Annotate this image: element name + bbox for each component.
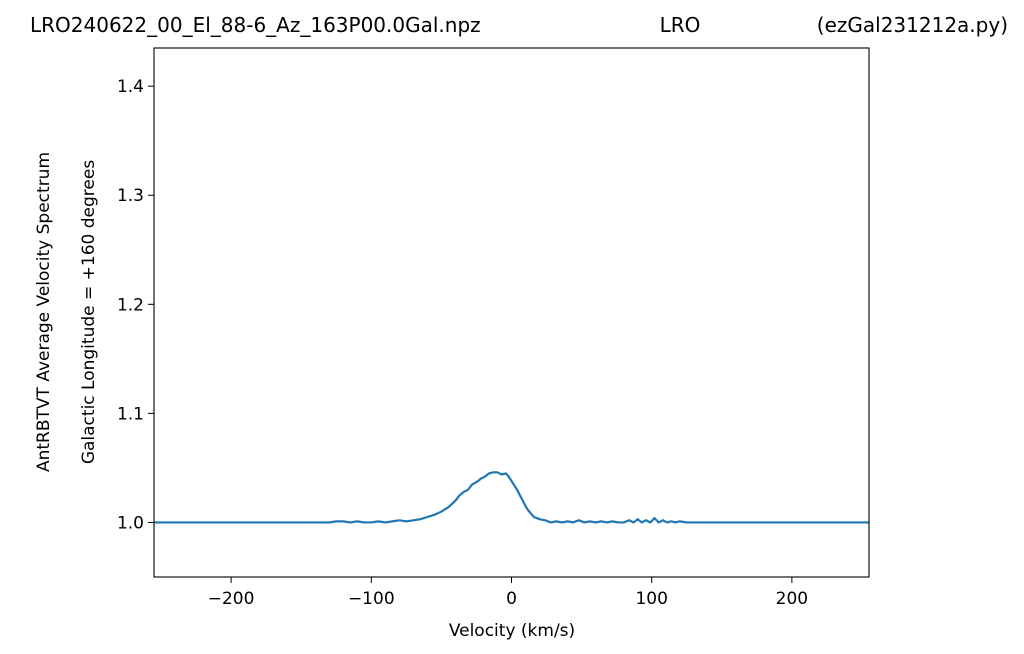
header-program: (ezGal231212a.py): [817, 13, 1008, 37]
x-tick-label: 200: [776, 589, 808, 609]
y-axis-label-primary: AntRBTVT Average Velocity Spectrum: [34, 152, 54, 472]
y-tick-label: 1.0: [117, 513, 144, 533]
x-tick-label: −100: [348, 589, 395, 609]
y-tick-label: 1.4: [117, 77, 144, 97]
plot-frame: [153, 47, 870, 578]
x-tick-label: −200: [208, 589, 255, 609]
y-tick-label: 1.2: [117, 295, 144, 315]
x-tick-label: 0: [506, 589, 517, 609]
plot-area: −200 −100 0 100 200 1.0 1.1 1.2 1.3 1.4: [117, 47, 870, 609]
spectrum-line: [154, 471, 869, 524]
header-filename: LRO240622_00_El_88-6_Az_163P00.0Gal.npz: [30, 13, 481, 37]
y-tick-label: 1.3: [117, 186, 144, 206]
y-axis-label-secondary: Galactic Longitude = +160 degrees: [79, 160, 99, 464]
y-tick-label: 1.1: [117, 404, 144, 424]
x-axis-label: Velocity (km/s): [449, 621, 575, 641]
header-observatory: LRO: [660, 13, 701, 37]
x-tick-label: 100: [635, 589, 667, 609]
